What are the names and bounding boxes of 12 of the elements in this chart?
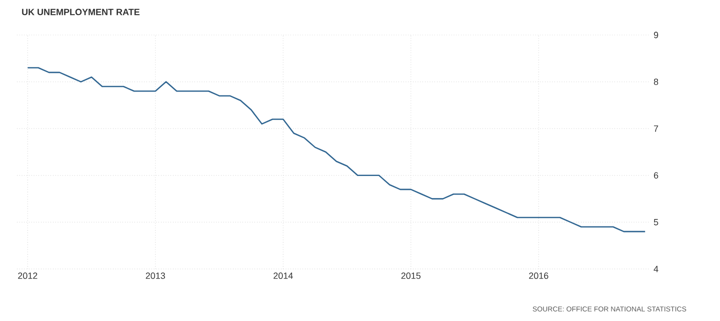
x-tick-label: 2016	[529, 272, 548, 279]
y-tick-label: 8	[654, 78, 658, 85]
x-tick-label: 2014	[274, 272, 293, 279]
y-tick-label: 9	[654, 32, 658, 38]
x-tick-label: 2012	[18, 272, 38, 279]
chart-title: UK UNEMPLOYMENT RATE	[22, 8, 140, 16]
y-tick-label: 6	[654, 172, 658, 179]
y-tick-label: 7	[654, 125, 658, 132]
x-tick-label: 2013	[146, 272, 166, 279]
y-tick-label: 5	[654, 219, 658, 226]
y-tick-label: 4	[654, 266, 658, 272]
x-tick-label: 2015	[401, 272, 421, 279]
